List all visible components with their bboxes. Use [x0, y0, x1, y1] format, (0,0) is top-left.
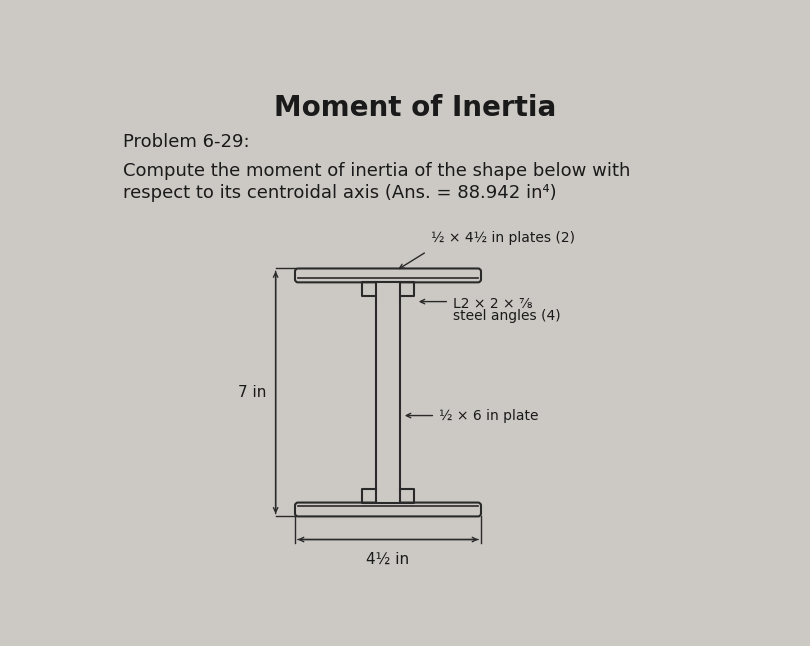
FancyBboxPatch shape	[295, 503, 481, 516]
Text: ½ × 4½ in plates (2): ½ × 4½ in plates (2)	[431, 231, 574, 245]
Text: ½ × 6 in plate: ½ × 6 in plate	[439, 408, 539, 422]
Text: L2 × 2 × ⅞: L2 × 2 × ⅞	[453, 297, 533, 311]
FancyBboxPatch shape	[295, 269, 481, 282]
Text: Moment of Inertia: Moment of Inertia	[274, 94, 556, 123]
Text: respect to its centroidal axis (Ans. = 88.942 in⁴): respect to its centroidal axis (Ans. = 8…	[123, 183, 556, 202]
Bar	[376, 282, 400, 503]
Text: steel angles (4): steel angles (4)	[453, 309, 561, 323]
Text: 4½ in: 4½ in	[366, 552, 410, 567]
Text: Problem 6-29:: Problem 6-29:	[123, 133, 249, 151]
Text: Compute the moment of inertia of the shape below with: Compute the moment of inertia of the sha…	[123, 162, 630, 180]
Text: 7 in: 7 in	[238, 385, 266, 400]
